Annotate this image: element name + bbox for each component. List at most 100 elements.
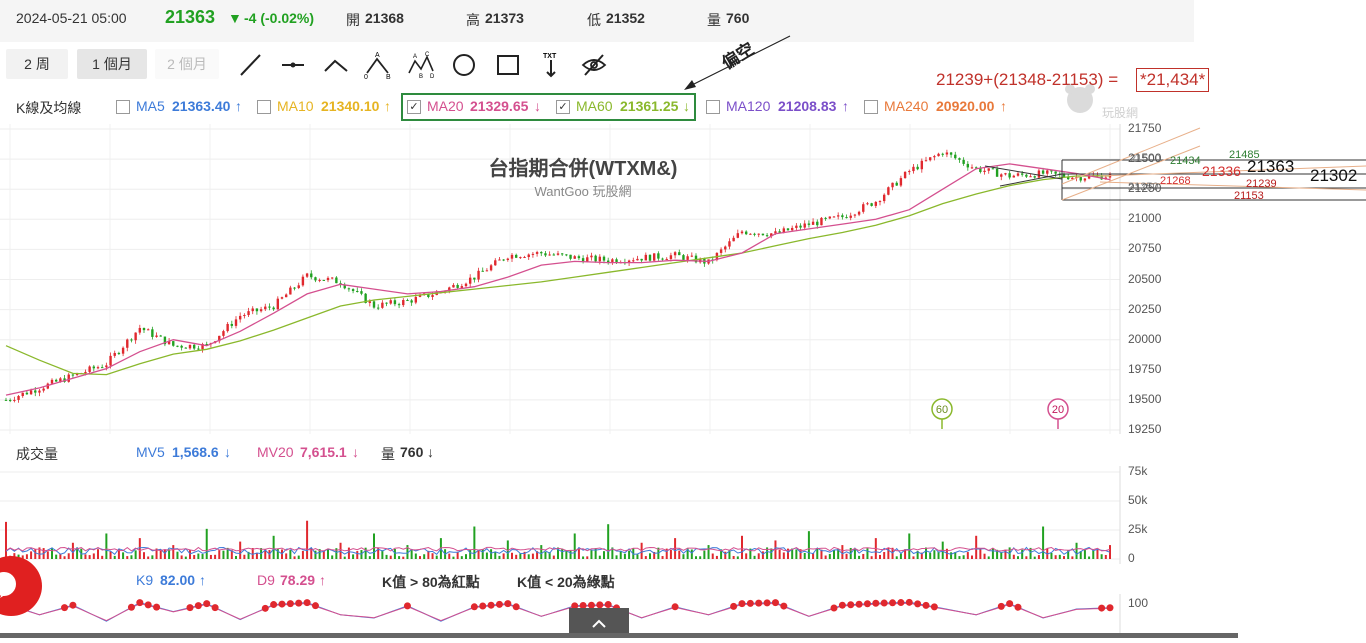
- candle-body: [719, 249, 723, 253]
- period-2-months-button[interactable]: 2 個月: [155, 49, 219, 79]
- candle-body: [665, 258, 668, 260]
- volume-bar: [820, 549, 823, 559]
- kd-red-dot: [1098, 604, 1106, 612]
- volume-bar: [138, 538, 141, 559]
- ma20-checkbox[interactable]: ✓: [407, 100, 421, 114]
- volume-bar: [866, 548, 869, 559]
- price-chart[interactable]: 21485 21434 21500 21363 21302 21336 2126…: [0, 124, 1366, 434]
- volume-bar: [30, 551, 33, 559]
- candle-body: [255, 308, 259, 312]
- mv20-arrow: ↓: [352, 444, 359, 460]
- chat-bubble-icon: [0, 572, 16, 598]
- candle-body: [126, 339, 129, 348]
- candle-body: [1083, 178, 1087, 181]
- mv20-line: [5, 546, 1111, 552]
- abc-pattern-tool-icon[interactable]: A 0 B: [364, 51, 392, 81]
- candle-body: [652, 253, 656, 261]
- volume-bar: [515, 554, 518, 559]
- ma60-line: [5, 175, 1111, 376]
- candle-body: [673, 252, 677, 256]
- volume-bar: [243, 554, 246, 559]
- period-2-weeks-button[interactable]: 2 周: [6, 49, 68, 79]
- ma20-cross-marker[interactable]: 20: [1047, 398, 1069, 429]
- mv20-value: 7,615.1: [300, 444, 347, 460]
- kd-red-dot: [746, 599, 754, 607]
- candle-body: [251, 308, 254, 312]
- volume-bar: [565, 551, 568, 559]
- line-tool-icon[interactable]: [236, 51, 264, 79]
- candle-body: [330, 277, 334, 279]
- volume-bar: [883, 552, 886, 559]
- volume-bar: [761, 551, 764, 559]
- volume-bar: [841, 545, 844, 559]
- kd-chart[interactable]: [0, 594, 1366, 638]
- candle-body: [326, 277, 330, 281]
- volume-bar: [523, 551, 526, 559]
- volume-bar: [322, 551, 325, 559]
- volume-bar: [511, 552, 513, 559]
- candle-body: [1025, 174, 1028, 177]
- candle-body: [891, 182, 894, 188]
- candle-body: [836, 215, 840, 217]
- volume-bar: [1104, 554, 1107, 559]
- ma120-checkbox[interactable]: [706, 100, 720, 114]
- volume-bar: [21, 555, 24, 559]
- candle-body: [686, 256, 689, 260]
- candle-body: [828, 216, 832, 219]
- rectangle-tool-icon[interactable]: [494, 51, 522, 79]
- volume-bar: [314, 550, 317, 559]
- horizontal-line-tool-icon[interactable]: [279, 51, 307, 79]
- text-tool-icon[interactable]: TXT: [537, 51, 565, 79]
- candle-body: [138, 327, 142, 333]
- volume-bar: [1063, 556, 1065, 559]
- volume-bar: [159, 549, 162, 559]
- volume-bar: [285, 553, 288, 559]
- candle-body: [1087, 175, 1091, 179]
- label-21239: 21239: [1246, 178, 1277, 190]
- ma240-checkbox[interactable]: [864, 100, 878, 114]
- volume-bar: [586, 556, 589, 559]
- kd-red-dot: [403, 602, 411, 610]
- candle-body: [54, 379, 58, 382]
- ma20-marker-label: 20: [1052, 404, 1064, 416]
- candle-body: [397, 304, 401, 306]
- ma20-value: 21329.65: [470, 98, 529, 114]
- volume-bar: [611, 547, 614, 559]
- volume-bar: [151, 555, 154, 559]
- price-axis-tick: 20000: [1128, 331, 1162, 346]
- candle-body: [761, 233, 765, 236]
- volume-bar: [603, 551, 605, 559]
- circle-tool-icon[interactable]: [450, 51, 478, 79]
- ma60-cross-marker[interactable]: 60: [931, 398, 953, 429]
- chat-button[interactable]: [0, 556, 42, 616]
- volume-bar: [485, 552, 488, 559]
- ma5-checkbox[interactable]: [116, 100, 130, 114]
- ma5-name: MA5: [136, 98, 165, 114]
- volume-bar: [189, 550, 191, 559]
- hide-drawings-icon[interactable]: [580, 51, 608, 79]
- candle-body: [811, 221, 815, 225]
- chart-watermark: WantGoo 玩股網: [534, 184, 632, 199]
- candle-body: [506, 258, 510, 260]
- candle-body: [259, 309, 263, 312]
- volume-bar: [757, 553, 760, 559]
- ma60-checkbox[interactable]: ✓: [556, 100, 570, 114]
- candle-body: [188, 344, 192, 349]
- volume-bar: [979, 549, 982, 559]
- quote-open: 21368: [365, 10, 404, 26]
- volume-bar: [569, 550, 572, 559]
- abcd-pattern-tool-icon[interactable]: A C B D: [407, 51, 435, 80]
- volume-bar: [293, 556, 296, 559]
- candle-body: [29, 390, 33, 395]
- volume-chart[interactable]: [0, 466, 1366, 564]
- period-1-month-button[interactable]: 1 個月: [77, 49, 147, 79]
- candle-body: [134, 332, 137, 341]
- peak-tool-icon[interactable]: [322, 51, 350, 79]
- volume-bar: [247, 551, 250, 559]
- candle-body: [924, 160, 928, 162]
- candle-body: [807, 223, 811, 225]
- volume-axis-tick: 50k: [1128, 493, 1148, 507]
- ma10-checkbox[interactable]: [257, 100, 271, 114]
- ma240-value: 20920.00: [936, 98, 995, 114]
- horizontal-scrollbar[interactable]: [0, 633, 1238, 638]
